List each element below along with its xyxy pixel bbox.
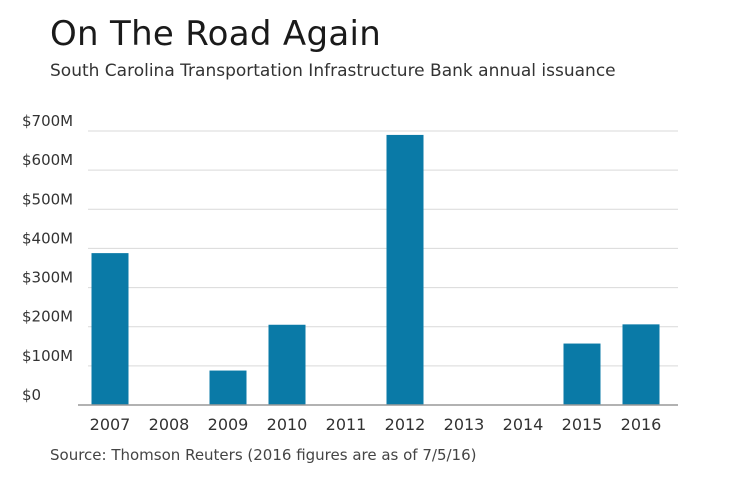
x-tick-label: 2012 (385, 415, 426, 434)
bar (563, 343, 601, 405)
x-tick-label: 2016 (621, 415, 662, 434)
source-note: Source: Thomson Reuters (2016 figures ar… (50, 446, 477, 464)
x-tick-label: 2009 (208, 415, 249, 434)
bar (209, 370, 247, 405)
chart-subtitle: South Carolina Transportation Infrastruc… (50, 61, 616, 81)
x-tick-label: 2010 (267, 415, 308, 434)
y-tick-label: $500M (22, 190, 73, 208)
y-tick-label: $300M (22, 269, 73, 287)
y-tick-label: $0 (22, 386, 41, 404)
x-tick-label: 2015 (562, 415, 603, 434)
x-tick-label: 2013 (444, 415, 485, 434)
y-tick-label: $100M (22, 347, 73, 365)
x-tick-label: 2011 (326, 415, 367, 434)
bar (622, 324, 660, 405)
x-tick-label: 2008 (149, 415, 190, 434)
x-tick-label: 2014 (503, 415, 544, 434)
bar (91, 253, 129, 405)
y-tick-label: $700M (22, 112, 73, 130)
bar (268, 324, 306, 405)
bar (386, 134, 424, 405)
y-tick-label: $600M (22, 151, 73, 169)
y-tick-label: $400M (22, 229, 73, 247)
x-tick-label: 2007 (90, 415, 131, 434)
y-tick-label: $200M (22, 308, 73, 326)
chart-title: On The Road Again (50, 14, 382, 54)
